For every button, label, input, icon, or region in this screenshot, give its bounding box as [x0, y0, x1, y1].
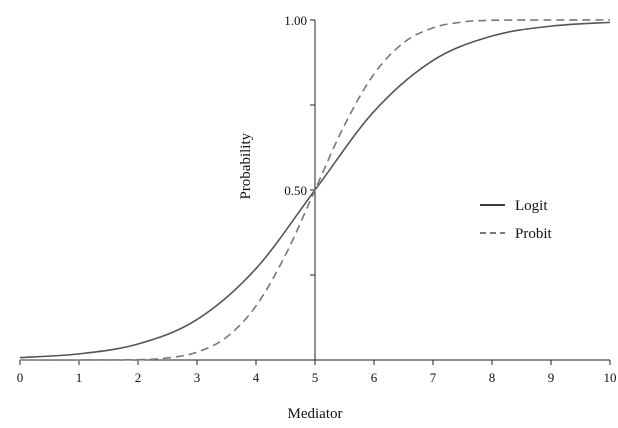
- y-axis-title: Probability: [238, 132, 254, 199]
- x-tick-label: 3: [194, 370, 201, 385]
- x-tick-label: 9: [548, 370, 555, 385]
- x-tick-label: 1: [76, 370, 83, 385]
- y-tick-label: 0.50: [284, 183, 307, 198]
- legend-label-probit: Probit: [515, 226, 553, 242]
- x-tick-label: 6: [371, 370, 378, 385]
- legend-label-logit: Logit: [515, 198, 548, 214]
- x-tick-label: 7: [430, 370, 437, 385]
- x-tick-label: 0: [17, 370, 24, 385]
- legend: Logit Probit: [480, 198, 553, 242]
- x-axis-title: Mediator: [288, 406, 343, 422]
- y-ticks: 0.50 1.00: [284, 13, 315, 276]
- x-tick-label: 4: [253, 370, 260, 385]
- x-tick-label: 2: [135, 370, 142, 385]
- x-ticks: 0 1 2 3 4 5 6 7 8 9 10: [17, 360, 617, 385]
- series-layer: [19, 19, 611, 361]
- series-line-probit: [19, 19, 611, 361]
- x-tick-label: 8: [489, 370, 496, 385]
- y-tick-label: 1.00: [284, 13, 307, 28]
- x-tick-label: 10: [604, 370, 617, 385]
- x-tick-label: 5: [312, 370, 319, 385]
